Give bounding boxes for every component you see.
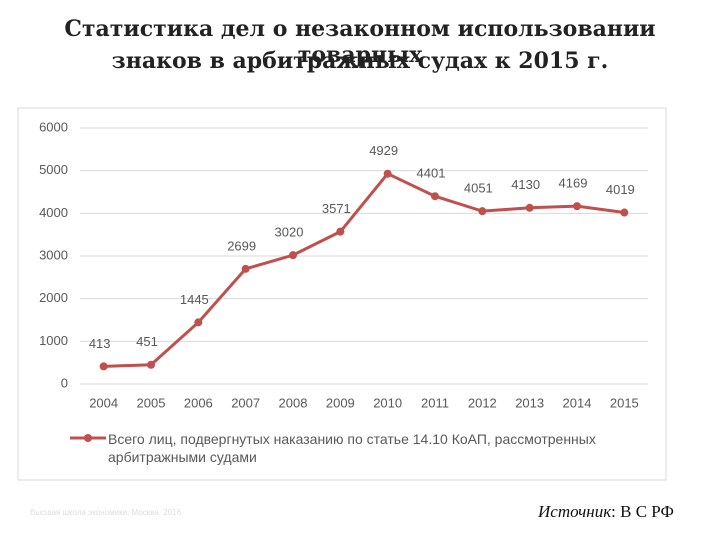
x-tick-label: 2009 xyxy=(326,395,355,410)
y-tick-label: 4000 xyxy=(39,205,68,220)
y-tick-label: 1000 xyxy=(39,333,68,348)
x-tick-label: 2013 xyxy=(515,395,544,410)
data-label: 4130 xyxy=(511,177,540,192)
data-label: 4051 xyxy=(464,181,493,196)
data-label: 4169 xyxy=(559,176,588,191)
x-tick-label: 2015 xyxy=(610,395,639,410)
x-tick-label: 2004 xyxy=(89,395,118,410)
point xyxy=(336,227,345,236)
legend-marker xyxy=(84,434,92,442)
chart-frame xyxy=(17,107,667,481)
data-label: 3571 xyxy=(322,201,351,216)
point xyxy=(431,192,439,201)
title-line: Статистика дел о незаконном использовани… xyxy=(64,16,656,68)
data-label: 3020 xyxy=(275,225,304,240)
point xyxy=(194,318,203,327)
source: Источник: В С РФ xyxy=(538,502,674,522)
data-label: 413 xyxy=(89,336,111,351)
point xyxy=(241,264,250,273)
point xyxy=(99,362,108,371)
series-line xyxy=(103,171,625,368)
x-tick-label: 2012 xyxy=(468,395,497,410)
data-label: 4019 xyxy=(606,182,635,197)
y-tick-label: 5000 xyxy=(39,162,68,177)
data-label: 4929 xyxy=(369,143,398,158)
x-tick-label: 2007 xyxy=(231,395,260,410)
data-label: 2699 xyxy=(227,238,256,253)
point xyxy=(573,202,581,211)
x-tick-label: 2011 xyxy=(421,395,449,410)
x-tick-label: 2005 xyxy=(137,395,166,410)
footer: Высшая школа экономики, Москва, 2016 xyxy=(30,508,182,517)
data-label: 1445 xyxy=(180,292,209,307)
data-label: 4401 xyxy=(417,166,446,181)
title-line: знаков в арбитражных судах к 2015 г. xyxy=(111,48,609,74)
data-label: 451 xyxy=(136,334,158,349)
x-tick-label: 2010 xyxy=(373,395,402,410)
point xyxy=(620,208,629,217)
point xyxy=(383,169,392,178)
y-tick-label: 3000 xyxy=(39,247,68,262)
point xyxy=(147,360,155,369)
point xyxy=(525,203,534,212)
x-tick-label: 2014 xyxy=(563,395,592,410)
point xyxy=(289,251,297,260)
point xyxy=(478,207,487,216)
legend-label: Всего лиц, подвергнутых наказанию по ста… xyxy=(108,431,596,465)
y-tick-label: 0 xyxy=(61,375,68,390)
x-tick-label: 2008 xyxy=(279,395,308,410)
y-tick-label: 2000 xyxy=(39,290,68,305)
source-label: Источник xyxy=(538,502,612,521)
y-tick-label: 6000 xyxy=(39,119,68,134)
x-tick-label: 2006 xyxy=(184,395,213,410)
source-text: : В С РФ xyxy=(611,502,674,521)
